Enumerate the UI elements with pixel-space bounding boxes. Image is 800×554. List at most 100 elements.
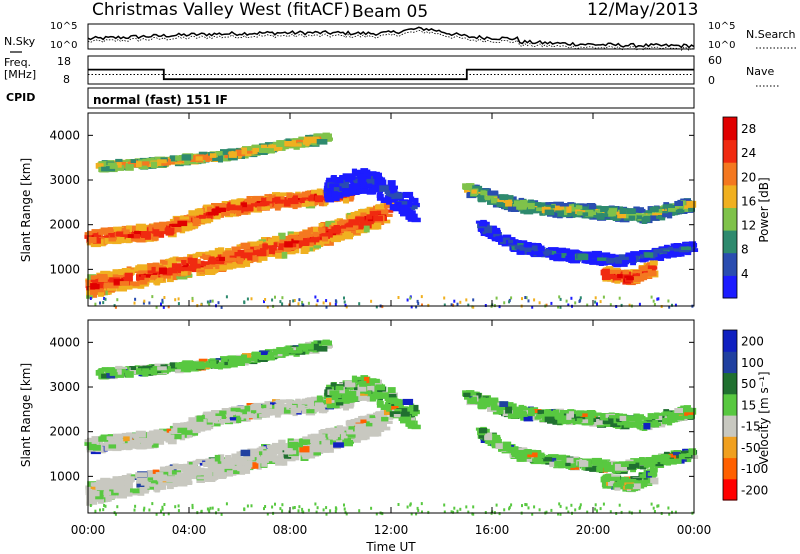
- velocity-echo-cell: [153, 429, 164, 437]
- velocity-echo-cell: [236, 412, 243, 416]
- power-echo-cell: [343, 231, 351, 235]
- velocity-echo-cell: [369, 415, 376, 419]
- power-echo-cell: [510, 296, 513, 300]
- velocity-echo-cell: [300, 439, 311, 445]
- power-echo-cell: [274, 295, 276, 299]
- power-echo-cell: [291, 238, 299, 245]
- power-echo-cell: [626, 208, 636, 214]
- power-echo-cell: [195, 156, 204, 161]
- power-echo-cell: [396, 201, 408, 208]
- velocity-echo-cell: [179, 423, 190, 427]
- power-echo-cell: [353, 169, 361, 176]
- power-echo-cell: [114, 305, 117, 309]
- power-echo-cell: [524, 242, 532, 248]
- velocity-echo-cell: [253, 452, 260, 458]
- velocity-echo-cell: [170, 368, 181, 372]
- power-echo-cell: [477, 195, 483, 202]
- power-echo-cell: [146, 263, 156, 267]
- power-echo-cell: [602, 213, 612, 218]
- power-echo-cell: [578, 206, 588, 211]
- colorbar-segment: [723, 184, 737, 208]
- velocity-echo-cell: [129, 441, 141, 446]
- power-echo-cell: [655, 208, 663, 214]
- power-echo-cell: [330, 175, 337, 180]
- power-echo-cell: [125, 269, 135, 275]
- power-echo-cell: [219, 265, 227, 271]
- velocity-echo-cell: [307, 454, 313, 459]
- velocity-echo-cell: [308, 445, 320, 450]
- power-echo-cell: [565, 299, 568, 303]
- power-echo-cell: [585, 209, 594, 217]
- velocity-echo-cell: [105, 439, 115, 443]
- power-echo-cell: [216, 256, 225, 261]
- power-echo-cell: [326, 194, 334, 202]
- power-echo-cell: [116, 287, 127, 292]
- velocity-echo-cell: [176, 472, 183, 478]
- power-echo-cell: [251, 149, 257, 155]
- power-echo-cell: [380, 197, 389, 203]
- velocity-echo-cell: [139, 487, 148, 492]
- power-echo-cell: [279, 245, 286, 251]
- velocity-echo-cell: [85, 489, 93, 494]
- power-echo-cell: [476, 185, 482, 192]
- power-echo-cell: [346, 222, 353, 229]
- power-echo-cell: [348, 218, 355, 225]
- power-echo-cell: [385, 186, 397, 191]
- velocity-echo-cell: [171, 430, 182, 434]
- power-echo-cell: [633, 206, 640, 213]
- velocity-echo-cell: [106, 494, 117, 498]
- velocity-echo-cell: [172, 463, 179, 470]
- power-echo-cell: [167, 227, 175, 231]
- velocity-echo-cell: [93, 440, 99, 447]
- power-echo-cell: [129, 234, 141, 239]
- power-echo-cell: [364, 169, 370, 177]
- power-echo-cell: [139, 280, 148, 285]
- velocity-echo-cell: [263, 408, 270, 413]
- power-echo-cell: [117, 283, 124, 289]
- velocity-echo-cell: [333, 432, 340, 438]
- power-echo-cell: [567, 303, 570, 307]
- power-echo-cell: [264, 241, 274, 246]
- power-echo-cell: [561, 205, 569, 209]
- velocity-echo-cell: [373, 429, 382, 437]
- velocity-echo-cell: [386, 406, 392, 412]
- power-echo-cell: [307, 247, 313, 252]
- power-echo-cell: [287, 234, 299, 242]
- power-echo-cell: [541, 250, 552, 255]
- power-echo-cell: [379, 185, 389, 192]
- power-echo-cell: [158, 267, 167, 275]
- velocity-echo-cell: [290, 350, 302, 354]
- power-echo-cell: [666, 212, 673, 219]
- velocity-echo-cell: [348, 425, 355, 432]
- power-echo-cell: [502, 234, 512, 240]
- velocity-echo-cell: [142, 368, 150, 373]
- power-echo-cell: [285, 250, 296, 255]
- power-echo-cell: [140, 231, 151, 238]
- power-echo-cell: [464, 188, 471, 193]
- velocity-echo-cell: [117, 490, 124, 496]
- power-echo-cell: [609, 303, 612, 307]
- power-echo-cell: [409, 296, 412, 300]
- power-echo-cell: [596, 259, 604, 266]
- power-echo-cell: [215, 265, 221, 270]
- power-echo-cell: [134, 297, 137, 301]
- velocity-echo-cell: [369, 418, 375, 423]
- velocity-echo-cell: [313, 452, 321, 456]
- power-echo-cell: [609, 269, 621, 274]
- power-echo-cell: [167, 275, 176, 279]
- velocity-echo-cell: [313, 433, 319, 439]
- velocity-echo-cell: [98, 436, 109, 442]
- velocity-echo-cell: [347, 421, 354, 427]
- velocity-echo-cell: [250, 410, 257, 414]
- power-echo-cell: [643, 272, 653, 277]
- power-echo-cell: [347, 214, 354, 220]
- velocity-echo-cell: [241, 354, 247, 362]
- power-echo-cell: [217, 301, 220, 305]
- velocity-echo-cell: [356, 435, 363, 441]
- power-echo-cell: [575, 205, 583, 210]
- velocity-echo-cell: [279, 352, 289, 357]
- power-echo-cell: [151, 161, 158, 169]
- power-echo-cell: [472, 298, 475, 302]
- velocity-echo-cell: [364, 415, 374, 421]
- power-echo-cell: [165, 258, 176, 263]
